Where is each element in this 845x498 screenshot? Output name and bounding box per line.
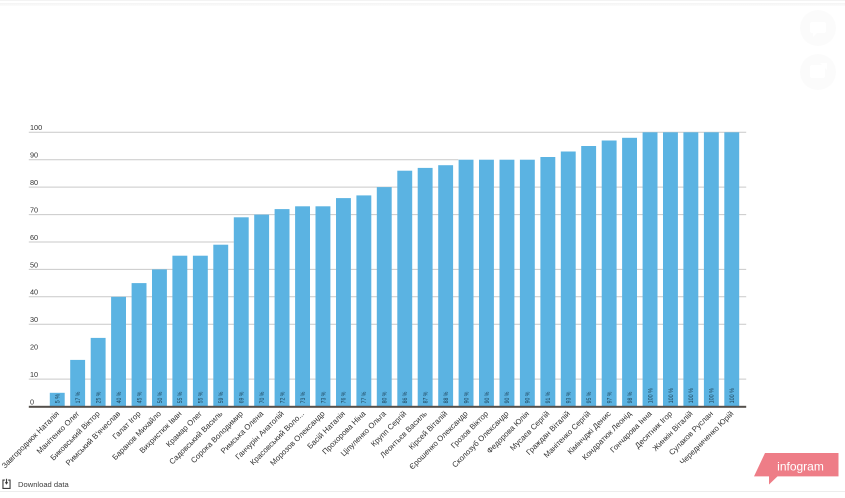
- svg-text:93 %: 93 %: [566, 391, 573, 403]
- svg-text:50 %: 50 %: [157, 391, 164, 403]
- svg-text:59 %: 59 %: [218, 391, 225, 403]
- svg-text:73 %: 73 %: [300, 391, 307, 403]
- svg-text:90 %: 90 %: [484, 391, 491, 403]
- svg-text:69 %: 69 %: [239, 391, 246, 403]
- svg-text:90 %: 90 %: [504, 391, 511, 403]
- svg-text:10: 10: [30, 370, 38, 379]
- svg-text:55 %: 55 %: [177, 391, 184, 403]
- svg-text:infogram: infogram: [777, 459, 824, 473]
- svg-text:90 %: 90 %: [463, 391, 470, 403]
- svg-text:100: 100: [30, 123, 42, 132]
- svg-text:100 %: 100 %: [729, 388, 736, 404]
- svg-text:55 %: 55 %: [198, 391, 205, 403]
- svg-text:100 %: 100 %: [668, 388, 675, 404]
- svg-text:50: 50: [30, 260, 38, 269]
- svg-text:5 %: 5 %: [55, 393, 62, 403]
- svg-text:97 %: 97 %: [606, 391, 613, 403]
- svg-text:77 %: 77 %: [361, 391, 368, 403]
- svg-text:86 %: 86 %: [402, 391, 409, 403]
- svg-text:100 %: 100 %: [647, 388, 654, 404]
- svg-text:91 %: 91 %: [545, 391, 552, 403]
- svg-text:76 %: 76 %: [341, 391, 348, 403]
- svg-text:0: 0: [30, 397, 34, 406]
- svg-text:80: 80: [30, 178, 38, 187]
- svg-text:70 %: 70 %: [259, 391, 266, 403]
- svg-text:60: 60: [30, 233, 38, 242]
- svg-text:25 %: 25 %: [95, 391, 102, 403]
- svg-text:100 %: 100 %: [688, 388, 695, 404]
- svg-text:88 %: 88 %: [443, 391, 450, 403]
- svg-text:72 %: 72 %: [279, 391, 286, 403]
- svg-text:70: 70: [30, 206, 38, 215]
- svg-text:95 %: 95 %: [586, 391, 593, 403]
- svg-text:100 %: 100 %: [709, 388, 716, 404]
- svg-text:40 %: 40 %: [116, 391, 123, 403]
- svg-text:73 %: 73 %: [320, 391, 327, 403]
- svg-text:20: 20: [30, 343, 38, 352]
- svg-text:45 %: 45 %: [136, 391, 143, 403]
- svg-text:40: 40: [30, 288, 38, 297]
- svg-text:98 %: 98 %: [627, 391, 634, 403]
- svg-text:90 %: 90 %: [525, 391, 532, 403]
- svg-text:30: 30: [30, 315, 38, 324]
- svg-text:17 %: 17 %: [75, 391, 82, 403]
- svg-text:80 %: 80 %: [382, 391, 389, 403]
- svg-text:87 %: 87 %: [423, 391, 430, 403]
- svg-text:90: 90: [30, 151, 38, 160]
